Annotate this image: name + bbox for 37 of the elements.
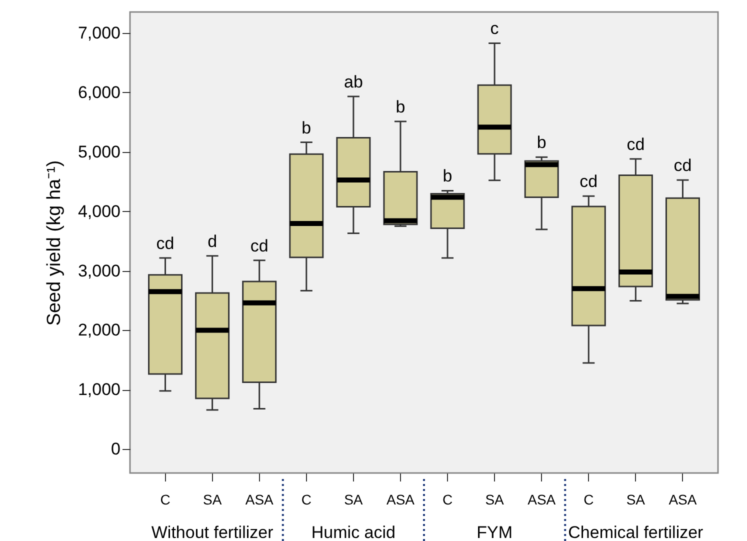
text: ab — [344, 72, 363, 92]
text: b — [396, 97, 406, 116]
text: d — [208, 232, 218, 251]
text: cd — [674, 156, 692, 176]
x-tick-label: ASA — [528, 492, 556, 508]
y-tick-label: 6,000 — [78, 82, 120, 102]
text: cd — [250, 236, 268, 256]
y-tick-label: 0 — [111, 440, 120, 459]
text: Chemical fertilizer — [568, 523, 704, 541]
x-tick-label: SA — [626, 492, 646, 508]
y-axis-title: Seed yield (kg ha⁻¹) — [44, 160, 65, 326]
y-tick-label: 1,000 — [78, 380, 120, 400]
y-tick-label: 2,000 — [78, 320, 120, 340]
y-tick-label: 4,000 — [78, 202, 120, 221]
text: b — [442, 166, 452, 186]
text: b — [536, 133, 546, 152]
x-tick-label: C — [160, 492, 170, 508]
x-tick-label: C — [301, 492, 312, 508]
x-tick-label: C — [584, 492, 594, 508]
text: c — [490, 19, 499, 38]
text: cd — [156, 234, 174, 253]
text: cd — [626, 134, 645, 154]
text: b — [302, 118, 312, 138]
x-tick-label: SA — [202, 492, 222, 508]
x-tick-label: ASA — [386, 492, 416, 508]
text: FYM — [476, 523, 513, 541]
text: cd — [580, 172, 598, 192]
y-tick-label: 3,000 — [78, 261, 120, 280]
x-tick-label: C — [442, 492, 453, 508]
text: Humic acid — [311, 523, 396, 541]
y-tick-label: 5,000 — [78, 142, 120, 162]
x-tick-label: ASA — [668, 492, 698, 508]
y-tick-label: 7,000 — [78, 23, 120, 42]
x-tick-label: ASA — [245, 492, 274, 508]
text: Without fertilizer — [151, 523, 274, 541]
x-tick-label: SA — [485, 492, 505, 508]
x-tick-label: SA — [344, 492, 364, 508]
